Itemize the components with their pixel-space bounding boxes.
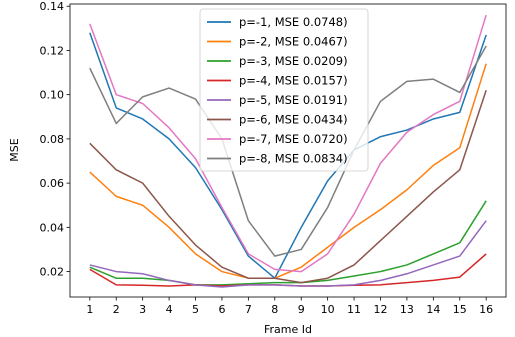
y-axis: 0.02 0.04 0.06 0.08 0.10 0.12 0.14 [40, 0, 70, 279]
legend-label: p=-6, MSE 0.0434) [239, 113, 348, 127]
series-line-3 [89, 200, 487, 286]
x-tick-label: 7 [245, 303, 252, 316]
y-tick-label: 0.06 [40, 177, 65, 190]
y-axis-label: MSE [8, 138, 21, 161]
x-axis-label: Frame Id [264, 323, 312, 336]
legend-label: p=-5, MSE 0.0191) [239, 93, 348, 107]
plot-lines [89, 14, 487, 288]
series-line-6 [89, 90, 487, 284]
legend-label: p=-4, MSE 0.0157) [239, 74, 348, 88]
x-tick-label: 16 [479, 303, 493, 316]
x-tick-label: 11 [347, 303, 361, 316]
y-tick-label: 0.04 [40, 221, 65, 234]
x-tick-label: 10 [321, 303, 335, 316]
series-line-7 [89, 14, 487, 273]
x-tick-label: 9 [298, 303, 305, 316]
y-tick-label: 0.08 [40, 133, 65, 146]
y-tick-label: 0.10 [40, 89, 65, 102]
x-tick-label: 1 [86, 303, 93, 316]
x-tick-label: 15 [453, 303, 467, 316]
y-tick-label: 0.14 [40, 0, 65, 13]
series-line-8 [89, 45, 487, 257]
series-line-2 [89, 63, 487, 279]
x-tick-label: 14 [426, 303, 440, 316]
x-tick-label: 3 [139, 303, 146, 316]
y-tick-label: 0.02 [40, 266, 65, 279]
legend-label: p=-8, MSE 0.0834) [239, 152, 348, 166]
x-tick-label: 6 [218, 303, 225, 316]
x-tick-label: 8 [271, 303, 278, 316]
plot-frame [69, 3, 507, 298]
legend-label: p=-1, MSE 0.0748) [239, 15, 348, 29]
x-tick-label: 2 [113, 303, 120, 316]
legend-label: p=-3, MSE 0.0209) [239, 54, 348, 68]
x-axis: 1 2 3 4 5 6 7 8 9 10 11 12 13 14 15 16 [86, 297, 493, 316]
legend-label: p=-2, MSE 0.0467) [239, 35, 348, 49]
x-tick-label: 13 [400, 303, 414, 316]
x-tick-label: 4 [166, 303, 173, 316]
y-tick-label: 0.12 [40, 44, 65, 57]
x-tick-label: 12 [373, 303, 387, 316]
legend: p=-1, MSE 0.0748) p=-2, MSE 0.0467) p=-3, … [199, 8, 369, 172]
series-line-5 [89, 220, 487, 288]
x-tick-label: 5 [192, 303, 199, 316]
legend-box [199, 8, 369, 172]
legend-label: p=-7, MSE 0.0720) [239, 132, 348, 146]
